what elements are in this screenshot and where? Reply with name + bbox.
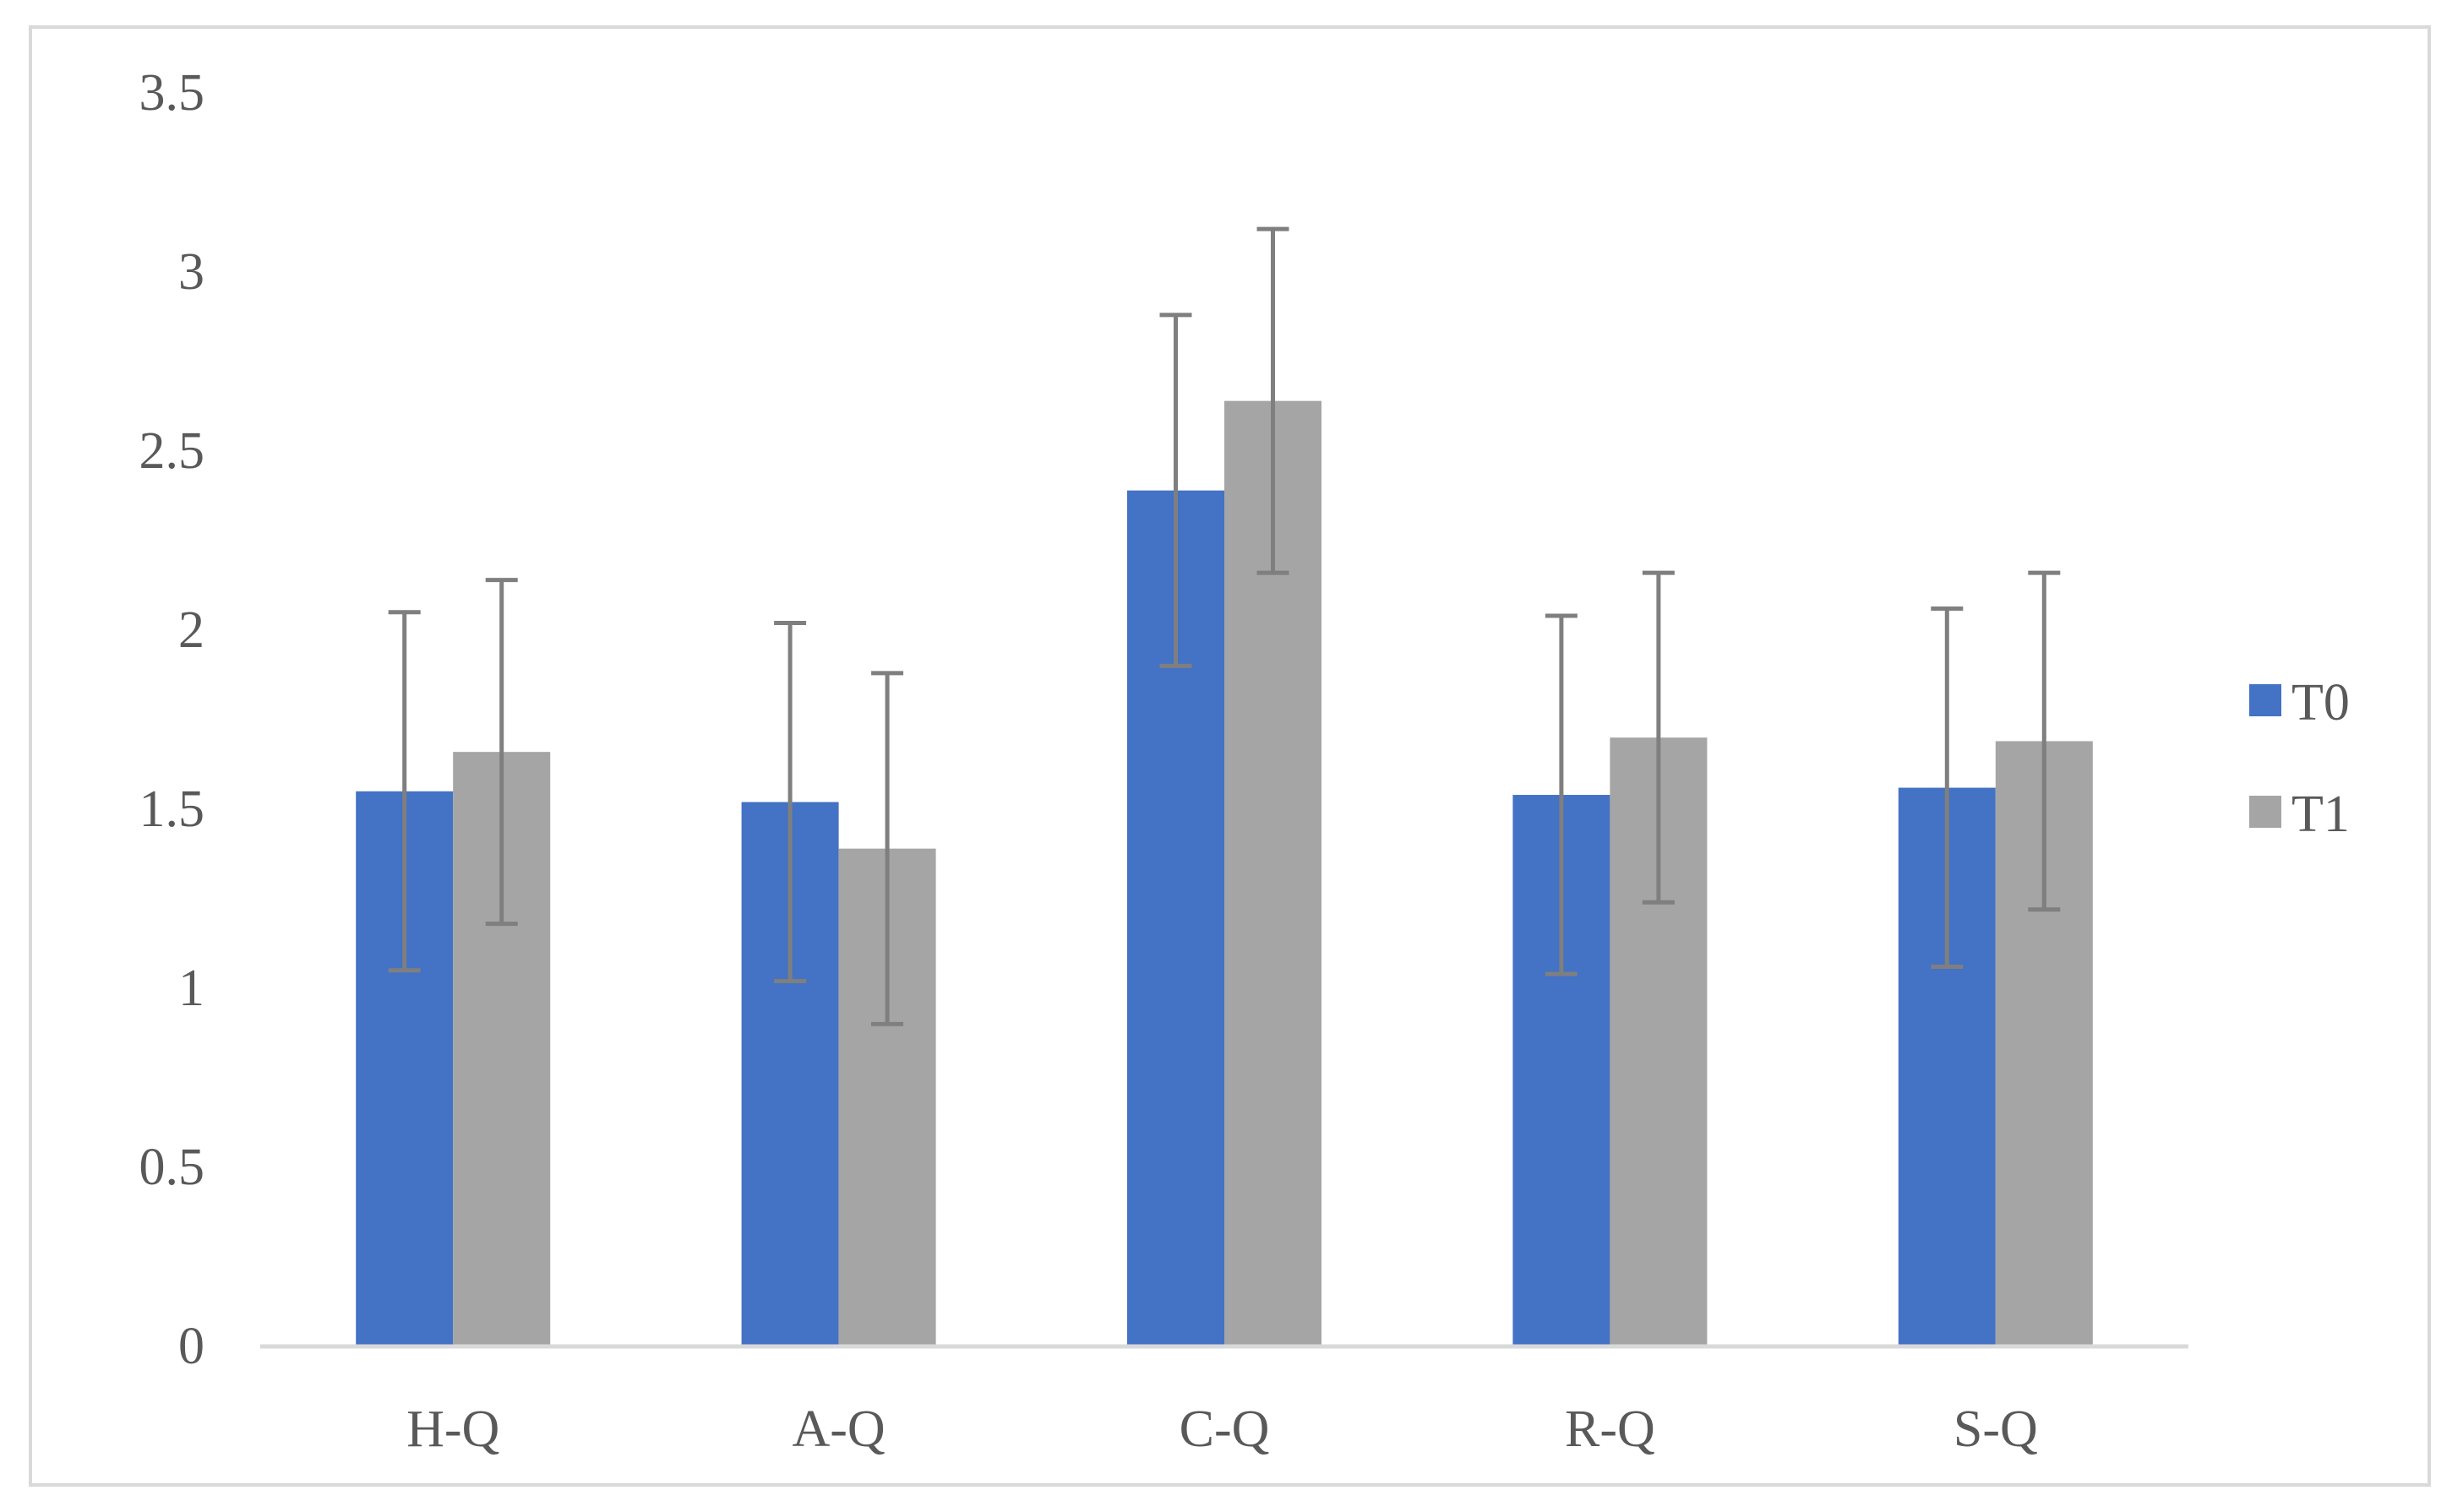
legend-swatch-t1 [2249, 796, 2281, 828]
legend-item-t1: T1 [2249, 786, 2350, 843]
y-tick-label: 1.5 [139, 780, 205, 838]
error-bar-t1-r-q [1642, 570, 1675, 905]
category-label-r-q: R-Q [1565, 1401, 1655, 1458]
error-bar-t1-h-q [485, 578, 518, 927]
error-bar-t1-s-q [2028, 570, 2061, 912]
category-labels: H-Q A-Q C-Q R-Q S-Q [406, 1401, 2038, 1458]
legend-item-t0: T0 [2249, 674, 2350, 732]
bars-layer [356, 400, 2093, 1346]
y-tick-label: 0.5 [139, 1139, 205, 1196]
y-tick-label: 2 [178, 601, 204, 659]
y-tick-label: 2.5 [139, 422, 205, 480]
category-label-a-q: A-Q [792, 1401, 885, 1458]
error-bar-t1-c-q [1256, 226, 1289, 575]
legend-label-t1: T1 [2291, 786, 2350, 843]
legend-swatch-t0 [2249, 684, 2281, 716]
legend: T0 T1 [2249, 674, 2350, 843]
legend-label-t0: T0 [2291, 674, 2350, 732]
error-bar-t1-a-q [871, 671, 904, 1026]
y-tick-labels: 0 0.5 1 1.5 2 2.5 3 3.5 [139, 64, 205, 1375]
category-label-s-q: S-Q [1954, 1401, 2038, 1458]
category-label-c-q: C-Q [1180, 1401, 1270, 1458]
error-bar-t0-r-q [1545, 613, 1578, 976]
y-tick-label: 1 [178, 960, 204, 1017]
error-bars-layer [388, 226, 2061, 1026]
error-bar-t0-c-q [1159, 313, 1192, 668]
error-bar-t0-a-q [774, 621, 807, 984]
y-tick-label: 3 [178, 243, 204, 301]
error-bar-t0-s-q [1931, 606, 1964, 970]
y-tick-label: 0 [178, 1318, 204, 1375]
category-label-h-q: H-Q [406, 1401, 499, 1458]
error-bar-t0-h-q [388, 610, 421, 973]
y-tick-label: 3.5 [139, 64, 205, 122]
